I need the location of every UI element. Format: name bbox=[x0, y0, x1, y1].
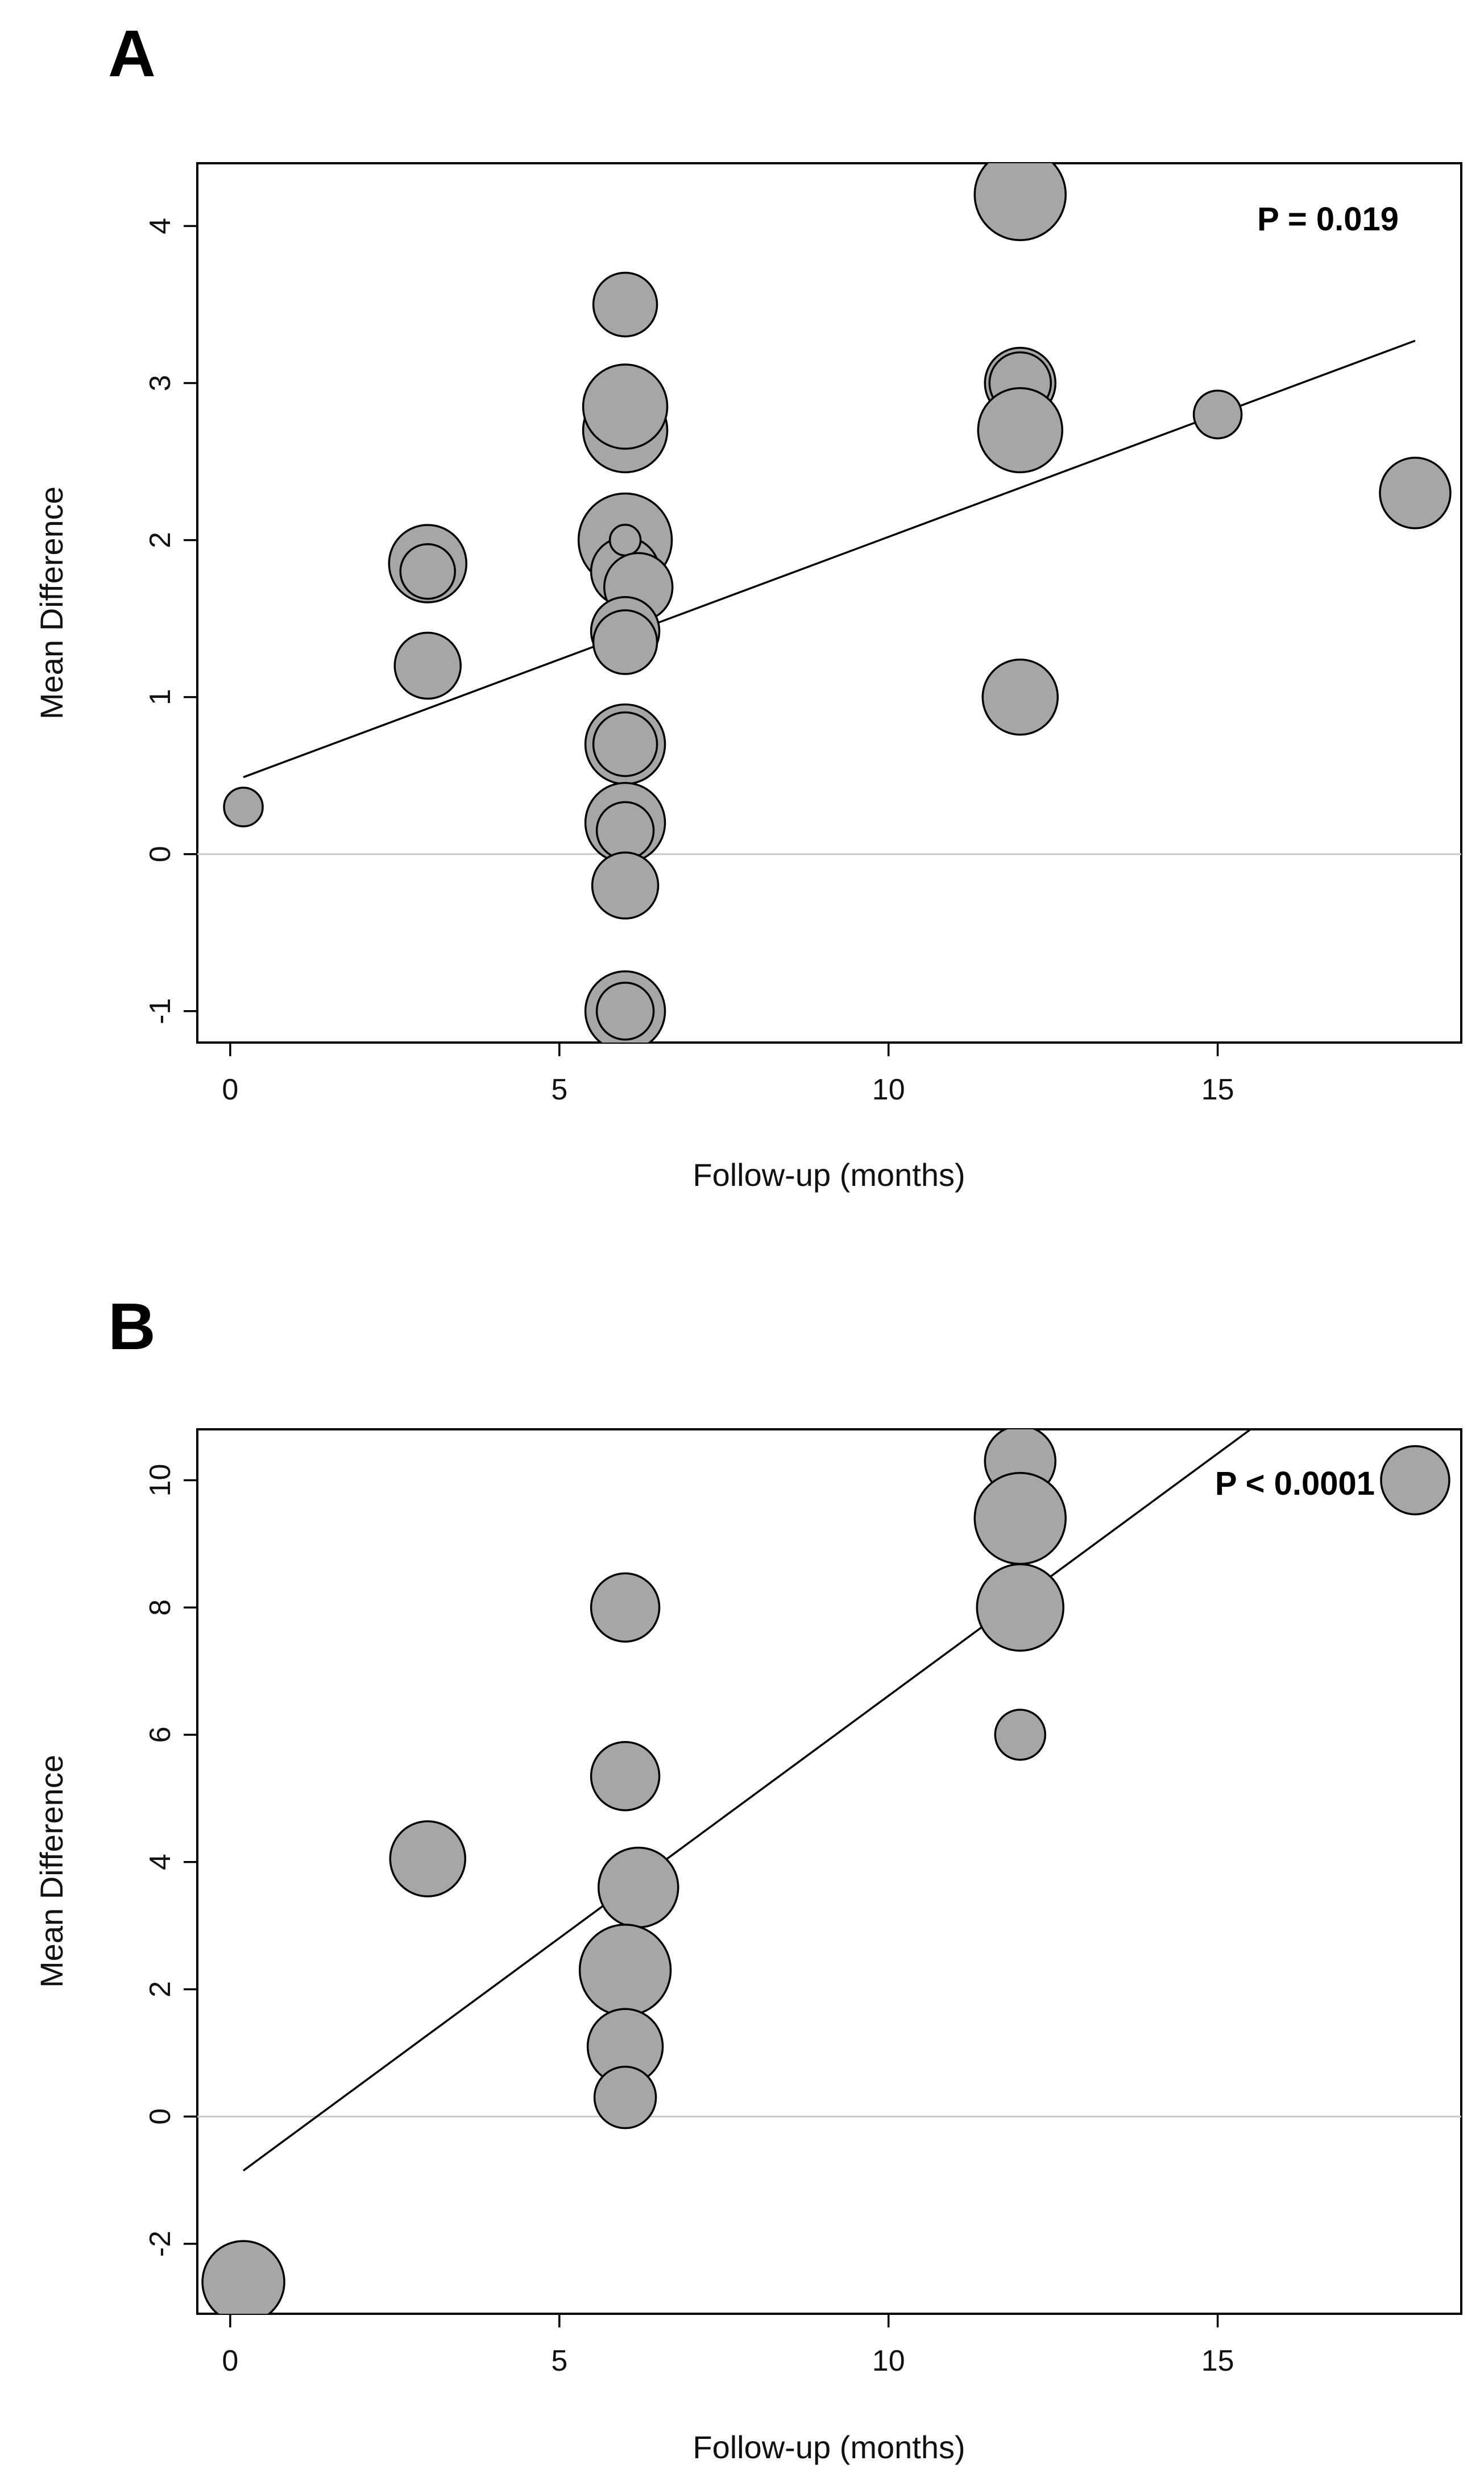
panel-a: A 0 5 10 15 -1 0 1 2 3 4 Follow-up (months) Mean… bbox=[34, 16, 1462, 1193]
panel-b-y-tick-label-2: 2 bbox=[144, 1981, 177, 1998]
panel-b-y-tick-label-6: 10 bbox=[144, 1464, 177, 1497]
panel-a-x-tick-label-2: 10 bbox=[872, 1073, 905, 1106]
panel-b-point-11 bbox=[994, 1709, 1047, 1761]
panel-a-points bbox=[223, 163, 1452, 1043]
panel-a-point-4 bbox=[592, 271, 658, 338]
panel-a-y-tick-label-0: -1 bbox=[144, 998, 177, 1024]
panel-a-x-axis: 0 5 10 15 bbox=[222, 1043, 1234, 1106]
panel-a-point-9 bbox=[608, 523, 642, 557]
panel-b-y-axis-title: Mean Difference bbox=[34, 1755, 69, 1988]
panel-b-point-1 bbox=[389, 1820, 466, 1897]
panel-a-point-2 bbox=[399, 543, 456, 600]
panel-b-point-2 bbox=[590, 1572, 661, 1643]
panel-a-point-24 bbox=[981, 658, 1059, 736]
panel-b-x-axis: 0 5 10 15 bbox=[222, 2314, 1234, 2377]
panel-a-point-17 bbox=[591, 851, 660, 920]
panel-b-y-tick-label-4: 6 bbox=[144, 1727, 177, 1743]
panel-b-regression-line bbox=[243, 1429, 1251, 2172]
panel-a-point-26 bbox=[1379, 457, 1452, 530]
panel-a-point-23 bbox=[977, 387, 1064, 474]
panel-a-label: A bbox=[108, 16, 156, 90]
panel-a-point-14 bbox=[592, 711, 658, 778]
panel-b-point-3 bbox=[590, 1740, 661, 1812]
panel-b-x-axis-title: Follow-up (months) bbox=[693, 2429, 965, 2465]
panel-b-points bbox=[201, 1429, 1450, 2314]
panel-a-x-axis-title: Follow-up (months) bbox=[693, 1157, 965, 1193]
panel-a-frame bbox=[196, 162, 1462, 1044]
panel-b-x-tick-label-3: 15 bbox=[1201, 2344, 1234, 2377]
panel-a-point-20 bbox=[973, 163, 1067, 241]
panel-b-y-tick-label-0: -2 bbox=[144, 2231, 177, 2257]
panel-b-point-5 bbox=[578, 1924, 672, 2017]
panel-a-point-25 bbox=[1192, 389, 1243, 440]
panel-a-y-tick-label-4: 3 bbox=[144, 375, 177, 391]
panel-b-point-7 bbox=[593, 2065, 657, 2129]
panel-b-x-tick-label-0: 0 bbox=[222, 2344, 238, 2377]
panel-a-y-tick-label-2: 1 bbox=[144, 689, 177, 705]
panel-a-p-value: P = 0.019 bbox=[1257, 201, 1399, 238]
panel-a-x-tick-label-0: 0 bbox=[222, 1073, 238, 1106]
panel-b-x-tick-label-1: 5 bbox=[551, 2344, 567, 2377]
panel-a-point-16 bbox=[595, 801, 655, 861]
panel-a-x-tick-label-1: 5 bbox=[551, 1073, 567, 1106]
panel-b-point-0 bbox=[201, 2240, 285, 2314]
panel-b-x-tick-label-2: 10 bbox=[872, 2344, 905, 2377]
panel-b-y-tick-label-3: 4 bbox=[144, 1854, 177, 1870]
panel-b-y-tick-label-1: 0 bbox=[144, 2108, 177, 2125]
panel-a-x-tick-label-3: 15 bbox=[1201, 1073, 1234, 1106]
panel-b-point-9 bbox=[973, 1471, 1067, 1565]
panel-a-y-axis: -1 0 1 2 3 4 bbox=[144, 218, 197, 1024]
panel-b-y-axis: -2 0 2 4 6 8 10 bbox=[144, 1464, 197, 2257]
panel-b-point-4 bbox=[597, 1846, 679, 1929]
panel-a-point-0 bbox=[223, 787, 264, 828]
panel-a-y-tick-label-1: 0 bbox=[144, 846, 177, 862]
panel-a-point-3 bbox=[393, 631, 462, 700]
panel-b-p-value: P < 0.0001 bbox=[1215, 1465, 1375, 1502]
panel-b-label: B bbox=[108, 1289, 156, 1363]
panel-a-y-axis-title: Mean Difference bbox=[34, 486, 69, 719]
panel-a-point-19 bbox=[595, 982, 655, 1041]
panel-b-y-tick-label-5: 8 bbox=[144, 1599, 177, 1616]
panel-b-point-12 bbox=[1380, 1445, 1450, 1516]
panel-a-point-6 bbox=[582, 363, 669, 450]
panel-b-frame bbox=[196, 1428, 1462, 2315]
panel-a-y-tick-label-5: 4 bbox=[144, 218, 177, 234]
panel-b-point-10 bbox=[976, 1563, 1065, 1652]
panel-b: B 0 5 10 15 -2 0 2 4 6 8 10 Follow-up (months) Me… bbox=[34, 1289, 1462, 2465]
panel-a-y-tick-label-3: 2 bbox=[144, 532, 177, 548]
panel-a-point-12 bbox=[592, 609, 658, 675]
